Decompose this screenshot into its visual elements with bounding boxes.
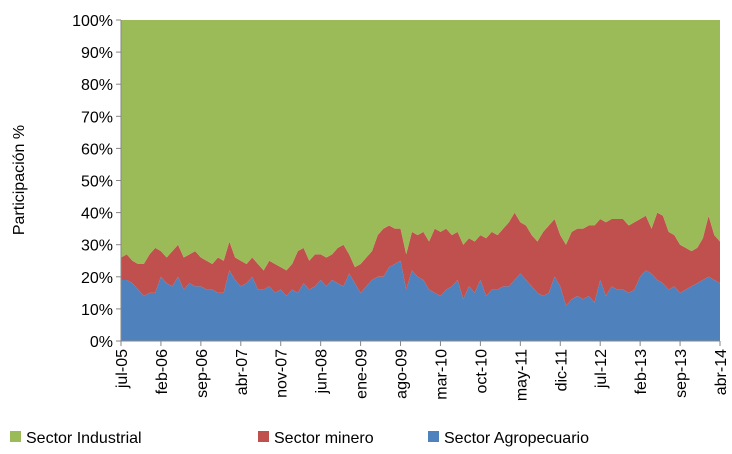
x-tick-label: jul-05 [114,349,131,389]
y-tick-label: 80% [81,77,113,94]
x-tick-label: ago-09 [394,349,411,399]
x-tick-label: jun-08 [314,349,331,395]
y-tick-label: 90% [81,45,113,62]
y-tick-label: 20% [81,270,113,287]
legend-swatch [10,431,21,442]
area [121,212,720,306]
x-tick-label: nov-07 [274,349,291,398]
x-tick-label: feb-13 [633,349,650,394]
y-tick-label: 50% [81,174,113,191]
y-axis-label: Participación % [11,125,28,235]
y-tick-label: 70% [81,109,113,126]
x-tick-label: may-11 [513,349,530,401]
legend-label: Sector Industrial [26,430,142,447]
x-tick-label: sep-13 [673,349,690,398]
legend-label: Sector minero [274,430,374,447]
x-tick-label: sep-06 [194,349,211,398]
area [121,20,720,271]
x-tick-label: feb-06 [154,349,171,394]
y-tick-label: 60% [81,141,113,158]
y-tick-label: 30% [81,238,113,255]
legend-swatch [428,431,439,442]
x-tick-label: abr-07 [234,349,251,395]
y-tick-label: 100% [72,13,113,30]
legend-label: Sector Agropecuario [444,430,589,447]
y-tick-label: 0% [90,334,113,351]
x-tick-label: abr-14 [713,349,730,395]
y-tick-label: 40% [81,206,113,223]
x-tick-label: dic-11 [553,349,570,391]
x-tick-label: oct-10 [473,349,490,394]
x-tick-label: ene-09 [354,349,371,399]
x-tick-label: mar-10 [433,349,450,400]
area [121,260,720,341]
y-tick-label: 10% [81,302,113,319]
x-tick-label: jul-12 [593,349,610,389]
legend-swatch [258,431,269,442]
